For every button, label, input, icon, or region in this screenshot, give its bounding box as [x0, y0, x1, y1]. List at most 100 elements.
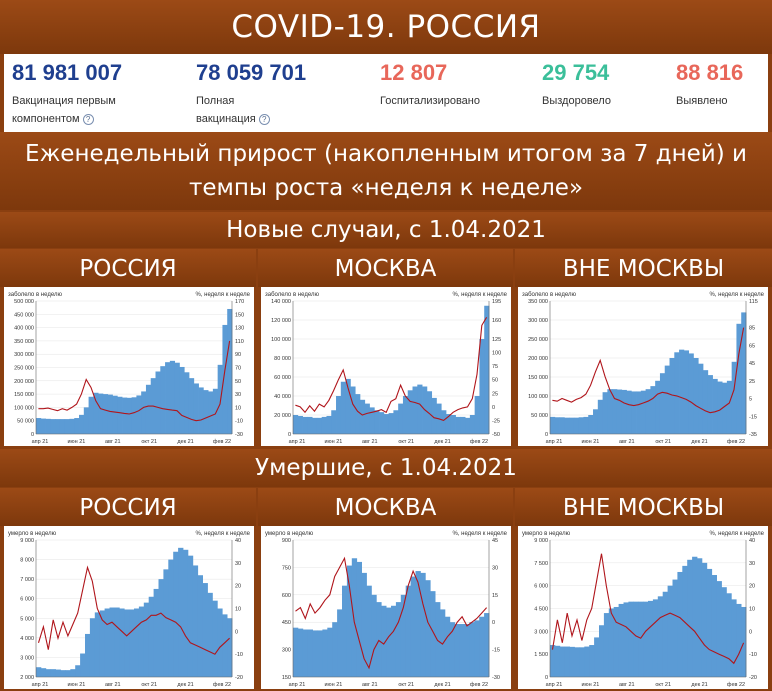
y2-tick-label: 25: [749, 379, 755, 385]
bar: [169, 360, 176, 434]
bar: [650, 386, 656, 434]
bar: [302, 629, 309, 677]
y-axis-label: заболело в неделю: [265, 292, 319, 298]
y-tick-label: 9 000: [534, 538, 548, 544]
y-tick-label: 150 000: [528, 375, 548, 381]
bar: [664, 365, 670, 434]
region-title-russia-deaths: РОССИЯ: [0, 488, 256, 526]
bar: [104, 608, 110, 677]
bar: [316, 417, 323, 434]
chart-svg: умерло в неделю%, неделя к неделе1503004…: [265, 531, 508, 688]
y-tick-label: 4 000: [20, 636, 34, 642]
bar: [484, 305, 490, 434]
bar: [420, 572, 426, 677]
y2-tick-label: 125: [492, 337, 501, 343]
y2-tick-label: -15: [749, 414, 757, 420]
section-deaths: Умершие, с 1.04.2021: [0, 449, 772, 487]
y-tick-label: 60 000: [274, 375, 291, 381]
bar: [129, 609, 135, 677]
bar: [612, 389, 618, 434]
y2-tick-label: 130: [235, 326, 244, 332]
y2-tick-label: -20: [749, 675, 757, 681]
bar: [342, 585, 348, 677]
bar: [83, 407, 89, 434]
bar: [445, 414, 452, 434]
bar: [59, 419, 66, 434]
bar: [74, 418, 80, 434]
bar: [340, 381, 346, 434]
bar: [669, 358, 675, 434]
region-title-moscow-new: МОСКВА: [258, 249, 513, 287]
y2-axis-label: %, неделя к неделе: [195, 292, 250, 298]
bar: [687, 559, 693, 677]
bar: [550, 416, 556, 434]
bar: [674, 352, 680, 434]
bar: [302, 416, 308, 434]
bar: [227, 618, 233, 677]
stat-value: 88 816: [676, 60, 744, 85]
bar: [345, 378, 351, 434]
x-tick-label: окт 21: [398, 439, 414, 445]
bar: [163, 569, 169, 677]
bar: [633, 601, 639, 677]
y-tick-label: 400 000: [14, 326, 34, 332]
y2-tick-label: 50: [492, 378, 498, 384]
bar: [474, 396, 480, 434]
bar: [40, 668, 47, 677]
y2-axis-label: %, неделя к неделе: [709, 531, 764, 537]
x-tick-label: июн 21: [324, 682, 342, 688]
y-tick-label: 600: [282, 593, 291, 599]
help-icon[interactable]: ?: [82, 113, 94, 125]
bar: [460, 416, 466, 434]
x-tick-label: дек 21: [691, 682, 707, 688]
bar: [65, 670, 71, 677]
bar: [444, 616, 451, 677]
x-tick-label: окт 21: [141, 439, 157, 445]
y-tick-label: 300 000: [14, 352, 34, 358]
bar: [188, 378, 195, 434]
x-tick-label: окт 21: [655, 439, 671, 445]
y-tick-label: 100 000: [528, 394, 548, 400]
y2-tick-label: -35: [749, 432, 757, 438]
help-icon[interactable]: ?: [258, 113, 270, 125]
bar: [386, 607, 392, 677]
y2-tick-label: 10: [235, 607, 241, 613]
x-tick-label: авг 21: [362, 682, 378, 688]
y-tick-label: 150: [282, 675, 291, 681]
bar: [45, 418, 51, 434]
bar: [613, 606, 619, 677]
bar: [672, 579, 678, 677]
bar: [697, 558, 703, 677]
y-tick-label: 4 500: [534, 607, 548, 613]
growth-line: [37, 565, 230, 655]
x-tick-label: авг 21: [105, 682, 121, 688]
growth-line: [551, 553, 745, 665]
y2-axis-label: %, неделя к неделе: [195, 531, 250, 537]
x-tick-label: окт 21: [655, 682, 671, 688]
bar: [441, 410, 447, 434]
y-tick-label: 5 000: [20, 616, 34, 622]
section-new-cases: Новые случаи, с 1.04.2021: [0, 212, 772, 248]
y-tick-label: 0: [288, 432, 291, 438]
y2-axis-label: %, неделя к неделе: [709, 292, 764, 298]
bar: [393, 410, 399, 434]
y-axis-label: заболело в неделю: [522, 292, 576, 298]
stat-value: 81 981 007: [12, 60, 123, 85]
bar: [405, 585, 411, 677]
bar: [655, 380, 661, 434]
y2-tick-label: 40: [235, 538, 241, 544]
x-tick-label: июн 21: [581, 439, 599, 445]
y2-tick-label: -50: [492, 432, 500, 438]
bar: [484, 613, 490, 677]
x-tick-label: авг 21: [105, 439, 121, 445]
bar: [731, 599, 737, 677]
bar: [174, 362, 180, 434]
bar: [293, 627, 299, 677]
bar: [706, 568, 713, 677]
bar: [400, 594, 407, 677]
y-tick-label: 450: [282, 620, 291, 626]
bar: [134, 608, 140, 677]
y-tick-label: 1 500: [534, 652, 548, 658]
y-tick-label: 350 000: [528, 299, 548, 305]
y-tick-label: 0: [545, 432, 548, 438]
